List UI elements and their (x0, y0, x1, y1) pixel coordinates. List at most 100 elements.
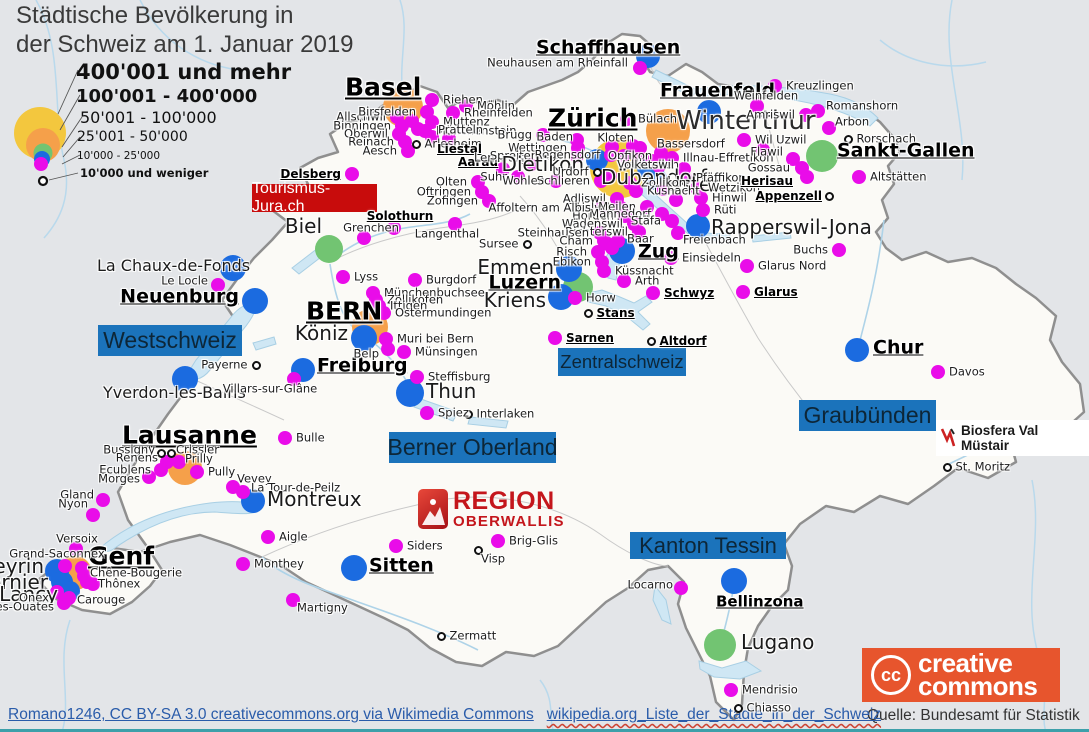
legend-item-100001-400000: 100'001 - 400'000 (76, 86, 258, 107)
city-dot (75, 561, 89, 575)
city-label: Wallisellen (618, 157, 680, 172)
city-dot-affoltern-am-albis (595, 201, 609, 215)
city-label: Neuhausen am Rheinfall (487, 55, 628, 70)
city-label: Plan-les-Ouates (0, 599, 54, 614)
city-label: Affoltern am Albis (488, 200, 591, 215)
city-dot-grand-saconnex (58, 559, 72, 573)
city-label: Lausanne (122, 420, 257, 450)
city-label: Herisau (741, 174, 793, 188)
city-dot-brig-glis (491, 534, 505, 548)
city-dot-altdorf (646, 336, 656, 346)
city-label: Rapperswil-Jona (711, 215, 872, 239)
city-dot-freienbach (671, 226, 685, 240)
city-label: Thun (426, 379, 477, 403)
city-dot-zofingen (482, 194, 496, 208)
city-label: Zollikofen (387, 292, 444, 307)
city-label: Wettingen (508, 140, 567, 155)
legend-item-25001-50000: 25'001 - 50'000 (77, 129, 188, 145)
city-label: Horw (586, 290, 616, 305)
city-label: Versoix (56, 531, 98, 546)
city-dot (626, 139, 640, 153)
city-dot-horw (568, 291, 582, 305)
city-label: Muri bei Bern (397, 331, 474, 346)
city-dot-lenzburg (523, 158, 537, 172)
city-dot-kreuzlingen (768, 79, 782, 93)
city-label: Martigny (297, 600, 348, 615)
region-label-zentralschweiz: Zentralschweiz (558, 348, 686, 376)
city-label: Glarus (754, 285, 798, 299)
city-dot-prilly (172, 455, 186, 469)
city-dot-villars-sur-glâne (287, 372, 301, 386)
city-label: Appenzell (755, 189, 823, 203)
city-dot (605, 241, 619, 255)
city-label: Risch (556, 244, 587, 259)
city-label: Amriswil (746, 107, 795, 122)
city-label: Pfäffikon (696, 170, 746, 185)
city-dot-yverdon-les-bains (172, 366, 198, 392)
city-label: Buchs (793, 242, 828, 257)
city-dot-thun (396, 379, 424, 407)
city-label: Thalwil (569, 200, 610, 215)
city-dot-altstätten (852, 170, 866, 184)
attribution-wikipedia-link[interactable]: wikipedia.org_Liste_der_Städte_in_der_Sc… (546, 706, 882, 723)
city-dot-rüti (696, 203, 710, 217)
map-title-line1: Städtische Bevölkerung in (16, 2, 294, 29)
city-label: Onex (18, 590, 49, 605)
city-dot-stäfa (665, 214, 679, 228)
city-dot-bülach (620, 112, 634, 126)
city-label: Pully (208, 464, 236, 479)
city-label: Altstätten (870, 169, 927, 184)
city-label: Chur (873, 336, 924, 359)
city-dot-pfäffikon (678, 171, 692, 185)
city-dot (656, 182, 670, 196)
city-dot-burgdorf (408, 273, 422, 287)
city-dot-winterthur (646, 109, 690, 153)
city-label: Sitten (369, 554, 434, 577)
city-dot-herisau (800, 170, 814, 184)
city-dot-riehen (425, 93, 439, 107)
city-label: Männedorf (589, 206, 651, 221)
city-label: Zug (638, 240, 679, 263)
city-dot-pully (190, 465, 204, 479)
city-label: Oberwil (344, 126, 388, 141)
city-dot-wil-uzwil (737, 133, 751, 147)
city-label: Locarno (627, 577, 673, 592)
city-dot-crissier (166, 448, 176, 458)
city-label: Münchenbuchsee (384, 285, 485, 300)
city-label: Einsiedeln (682, 250, 741, 265)
city-dot-köniz (351, 325, 377, 351)
biosfera-logo-text: Biosfera Val Müstair (961, 423, 1039, 453)
city-label: Schlieren (536, 173, 590, 188)
city-label: Winterthur (676, 106, 816, 136)
city-dot-biel (315, 235, 343, 263)
city-label: Kloten (597, 130, 634, 145)
city-dot-locarno (674, 581, 688, 595)
city-label: Zollikon (641, 175, 687, 190)
city-label: Allschwil (336, 109, 386, 124)
city-label: Reinach (348, 134, 394, 149)
city-label: Münchenstein (436, 123, 517, 138)
city-label: Rorschach (856, 131, 917, 146)
city-label: Spreitenbach (489, 148, 566, 163)
city-label: Yverdon-les-Bains (103, 383, 246, 402)
city-dot-pratteln (425, 130, 439, 144)
tourismus-jura-logo: Tourismus-Jura.ch (252, 180, 377, 215)
city-label: Olten (435, 174, 467, 189)
city-dot-spiez (420, 406, 434, 420)
city-label: Glarus Nord (758, 258, 827, 273)
region-oberwallis-logo-text: REGION OBERWALLIS (453, 487, 565, 530)
city-label: Sarnen (566, 331, 614, 345)
city-dot-st.-moritz (942, 462, 952, 472)
city-dot-chiasso (733, 703, 743, 713)
city-dot-bussigny (156, 448, 166, 458)
city-label: Solothurn (366, 209, 434, 223)
city-dot-sitten (341, 555, 367, 581)
city-label: Delsberg (280, 167, 341, 181)
attribution-license-link[interactable]: Romano1246, CC BY-SA 3.0 creativecommons… (8, 706, 534, 723)
city-label: Kriens (483, 288, 546, 312)
city-label: Binningen (333, 118, 391, 133)
city-dot-bellinzona (721, 568, 747, 594)
city-dot-amriswil (799, 108, 813, 122)
city-label: Mendrisio (742, 682, 798, 697)
city-dot-siders (389, 539, 403, 553)
